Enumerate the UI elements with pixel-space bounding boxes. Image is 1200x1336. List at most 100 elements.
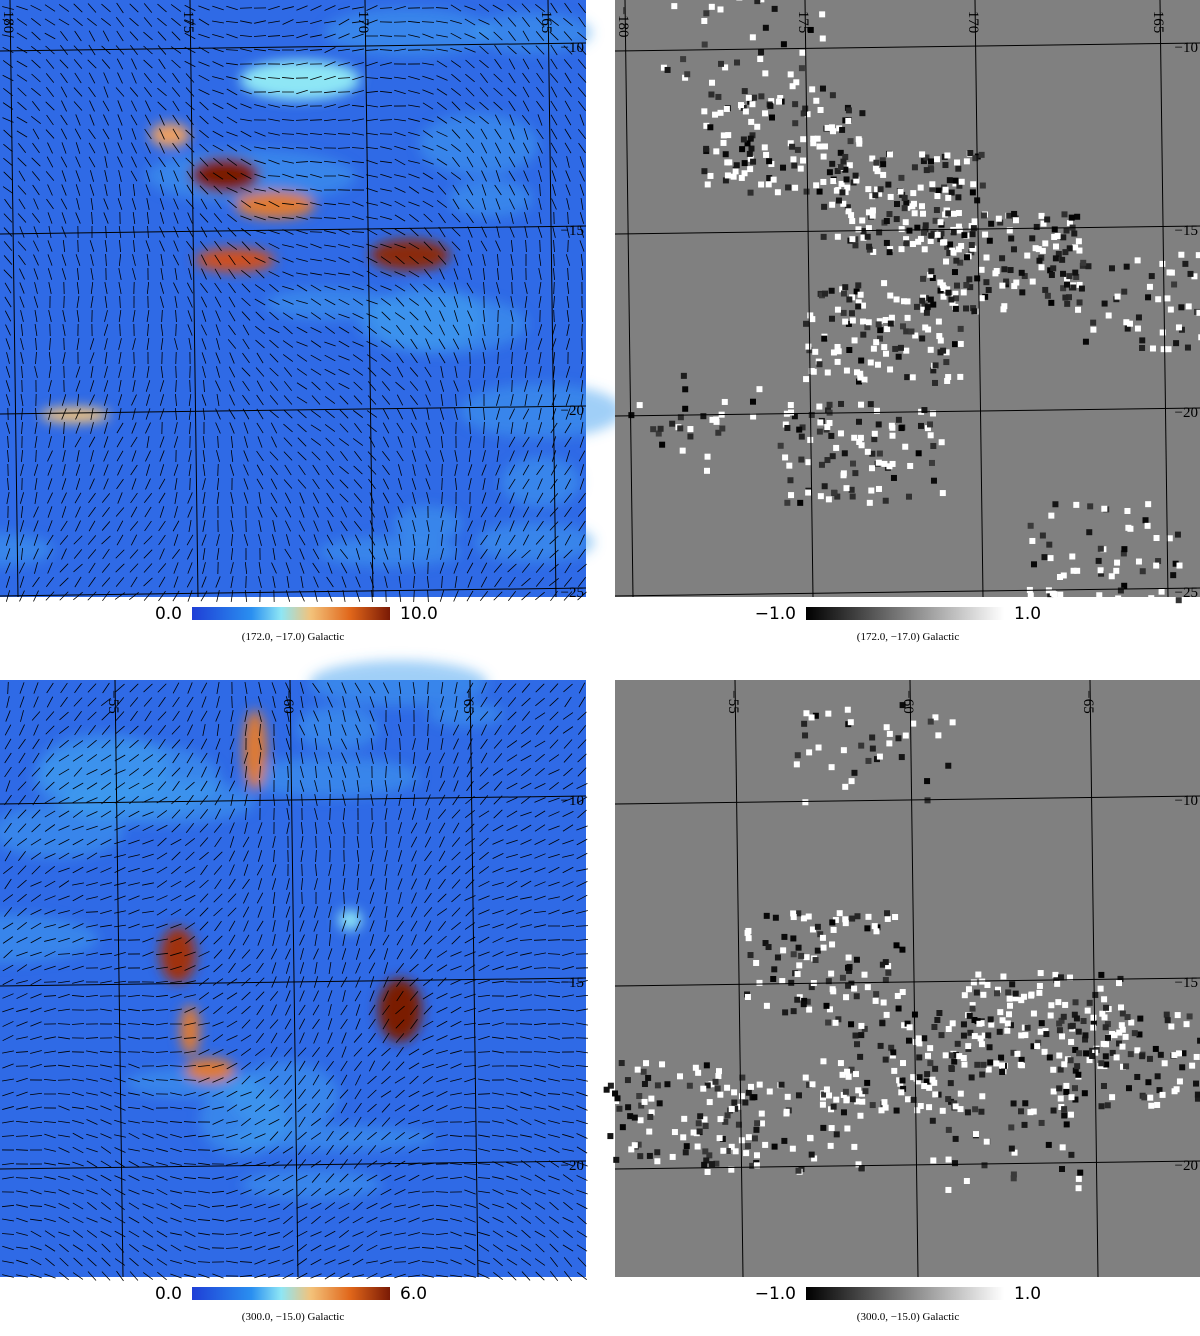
longitude-label: 180 (0, 11, 16, 34)
pixel (925, 1053, 931, 1059)
pixel (800, 158, 806, 164)
pixel (841, 470, 847, 476)
vector (512, 282, 513, 294)
colorbar (192, 1287, 390, 1300)
pixel (928, 432, 934, 438)
pixel (1039, 1020, 1045, 1026)
pixel (919, 335, 925, 341)
pixel (825, 369, 831, 375)
pixel (742, 88, 748, 94)
pixel (687, 433, 693, 439)
pixel (1053, 255, 1059, 261)
pixel (1061, 211, 1067, 217)
pixel (898, 425, 904, 431)
pixel (833, 1020, 839, 1026)
pixel (896, 1005, 902, 1011)
pixel (849, 916, 855, 922)
pixel (961, 1021, 967, 1027)
pixel (788, 409, 794, 415)
pixel (901, 298, 907, 304)
pixel (953, 258, 959, 264)
pixel (807, 437, 813, 443)
pixel (881, 280, 887, 286)
pixel (894, 201, 900, 207)
pixel (945, 195, 951, 201)
pixel (822, 483, 828, 489)
pixel (1139, 1053, 1145, 1059)
pixel (1172, 1088, 1178, 1094)
pixel (889, 425, 895, 431)
pixel (1170, 572, 1176, 578)
pixel (772, 6, 778, 12)
pixel (809, 316, 815, 322)
pixel (854, 957, 860, 963)
pixel (887, 731, 893, 737)
pixel (1121, 546, 1127, 552)
pixel (858, 292, 864, 298)
pixel (889, 315, 895, 321)
pixel (884, 240, 890, 246)
pixel (854, 1041, 860, 1047)
pixel (829, 124, 835, 130)
pixel (798, 166, 804, 172)
latitude-label: −10 (561, 793, 584, 809)
pixel (769, 115, 775, 121)
longitude-label: 170 (355, 11, 371, 34)
pixel (789, 144, 795, 150)
diffuse-emission (318, 537, 460, 567)
pixel (1044, 216, 1050, 222)
pixel (1019, 289, 1025, 295)
pixel (912, 210, 918, 216)
pixel (677, 425, 683, 431)
pixel (1128, 1020, 1134, 1026)
pixel (1101, 1083, 1107, 1089)
pixel (839, 189, 845, 195)
pixel (803, 376, 809, 382)
longitude-label: 175 (795, 11, 811, 34)
pixel (1063, 1089, 1069, 1095)
pixel (999, 255, 1005, 261)
pixel (1184, 1021, 1190, 1027)
pixel (815, 924, 821, 930)
pixel (888, 194, 894, 200)
pixel (962, 992, 968, 998)
pixel (821, 154, 827, 160)
pixel (922, 246, 928, 252)
pixel (1076, 248, 1082, 254)
pixel (910, 721, 916, 727)
pixel (817, 189, 823, 195)
diffuse-emission (448, 179, 532, 217)
pixel (939, 439, 945, 445)
pixel (754, 0, 760, 4)
pixel (872, 431, 878, 437)
pixel (877, 451, 883, 457)
pixel (943, 187, 949, 193)
pixel (665, 67, 671, 73)
pixel (1052, 226, 1058, 232)
pixel (1054, 981, 1060, 987)
pixel (1160, 1092, 1166, 1098)
pixel (1159, 261, 1165, 267)
pixel (1175, 532, 1181, 538)
pixel (830, 92, 836, 98)
pixel (1168, 307, 1174, 313)
pixel (841, 291, 847, 297)
pixel (864, 925, 870, 931)
pixel (969, 1074, 975, 1080)
pixel (1051, 1088, 1057, 1094)
pixel (1087, 1000, 1093, 1006)
pixel (859, 110, 865, 116)
pixel (965, 1043, 971, 1049)
pixel (1039, 213, 1045, 219)
pixel (877, 327, 883, 333)
pixel (979, 979, 985, 985)
pixel (940, 1108, 946, 1114)
pixel (850, 461, 856, 467)
pixel (980, 183, 986, 189)
pixel (742, 170, 748, 176)
pixel (878, 1043, 884, 1049)
pixel (1062, 1002, 1068, 1008)
pixel (803, 321, 809, 327)
pixel (851, 770, 857, 776)
